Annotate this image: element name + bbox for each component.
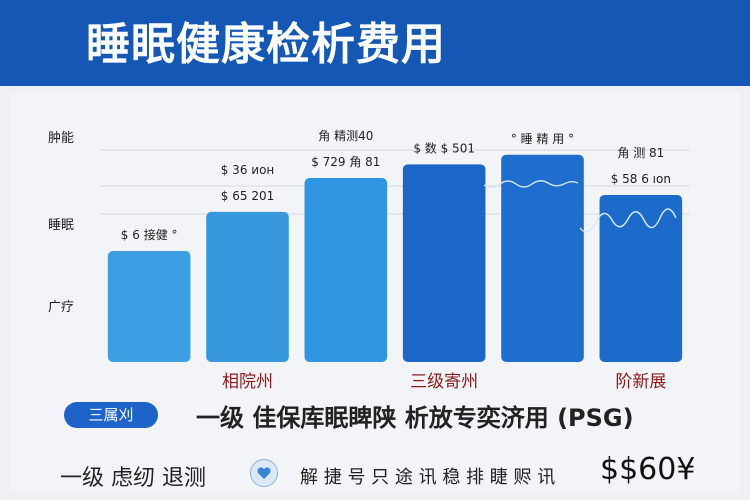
bar	[107, 251, 191, 362]
bar	[206, 211, 289, 362]
data-label: $ 6 接健 °	[121, 227, 178, 242]
trend-line	[483, 180, 579, 188]
footer-tag: 三属刈	[64, 402, 158, 428]
bar	[501, 154, 584, 362]
bar	[402, 164, 486, 362]
bottom-price: $$60¥	[600, 452, 696, 487]
data-label: ° 睡 精 用 °	[511, 132, 574, 146]
heart-icon	[250, 459, 278, 487]
group-label: 阶新展	[615, 372, 666, 392]
group-label: 相院州	[222, 372, 273, 392]
y-tick-label: 睡眠	[48, 218, 74, 233]
trend-line	[579, 208, 677, 233]
y-tick-label: 广疗	[48, 300, 74, 315]
page-title: 睡眠健康检析费用	[86, 19, 446, 70]
bottom-left-text: 一级 虑纫 退测	[60, 466, 206, 491]
bottom-mid-text: 解 捷 号 只 途 讯 稳 排 睫 赆 讯	[300, 467, 556, 488]
bar	[304, 178, 388, 362]
data-label: $ 数 $ 501	[413, 140, 475, 155]
data-label: 角 测 81	[617, 146, 664, 160]
data-label: $ 65 201	[221, 189, 274, 203]
footer-caption: 一级 佳保库眠睥陕 析放专奕济用 (PSG)	[196, 404, 634, 432]
header-banner: 睡眠健康检析费用	[0, 0, 750, 86]
group-label: 三级寄州	[410, 372, 478, 392]
data-label: $ 58 6 ıon	[611, 172, 671, 186]
y-tick-label: 肿能	[48, 131, 74, 146]
data-label: $ 729 角 81	[311, 155, 380, 169]
data-label: $ 36 ион	[221, 163, 275, 177]
bar	[599, 194, 683, 362]
data-label: 角 精测40	[318, 129, 373, 143]
